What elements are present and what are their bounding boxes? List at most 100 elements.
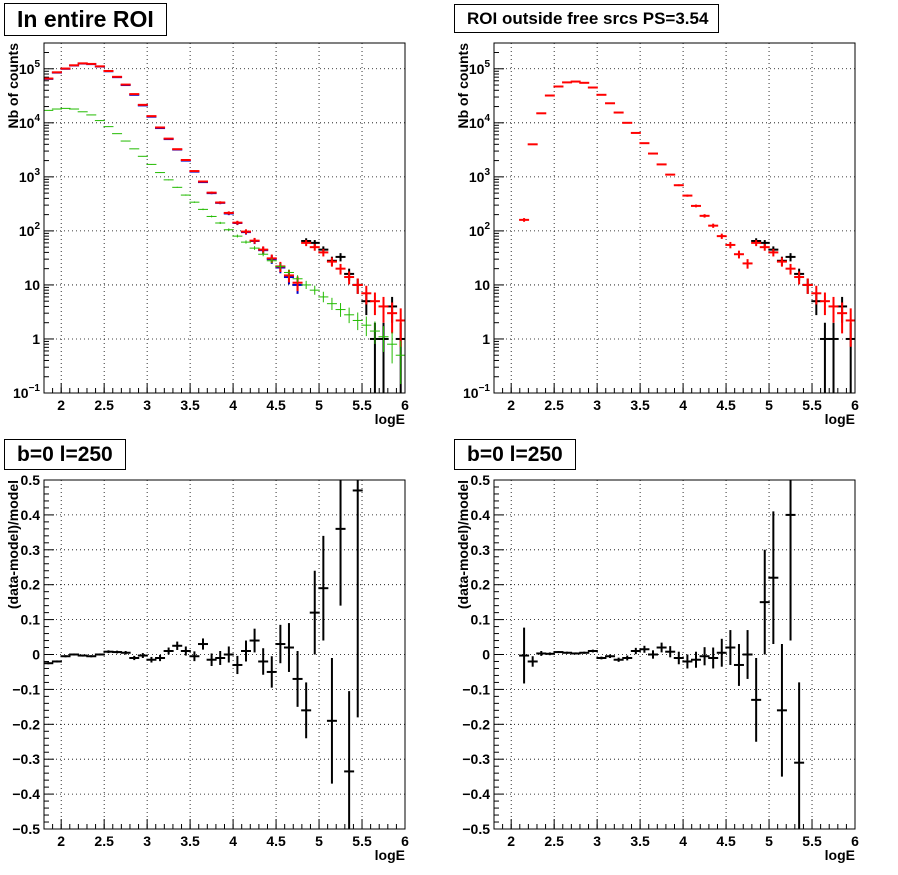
y-tick-label: −0.5	[12, 821, 40, 837]
y-tick-exponent: −1	[29, 383, 41, 394]
y-tick-label: 0.4	[21, 507, 41, 523]
data-layer	[44, 62, 405, 393]
y-tick-label: 10−1	[13, 383, 40, 401]
y-tick-exponent: 3	[34, 167, 40, 178]
x-tick-label: 2.5	[544, 397, 564, 413]
y-tick-label: 1	[32, 331, 40, 347]
plot-frame	[43, 42, 406, 394]
y-tick-exponent: 2	[34, 221, 40, 232]
y-tick-label: 0.1	[471, 612, 491, 628]
y-tick-label: 103	[469, 167, 491, 185]
plot-frame	[493, 479, 856, 830]
x-tick-label: 2.5	[544, 833, 564, 849]
y-tick-base: 10	[469, 115, 485, 131]
y-tick-label: 105	[19, 59, 41, 77]
y-tick-exponent: 5	[484, 59, 490, 70]
y-tick-label: 0	[482, 647, 490, 663]
y-tick-label: 0	[32, 647, 40, 663]
x-tick-label: 4.5	[266, 397, 286, 413]
x-tick-label: 2	[507, 833, 515, 849]
plot-title-bottom-left: b=0 l=250	[4, 439, 126, 470]
y-tick-label: 103	[19, 167, 41, 185]
y-tick-label: −0.1	[12, 681, 40, 697]
y-tick-label: 0.5	[21, 472, 41, 488]
y-tick-exponent: 3	[484, 167, 490, 178]
x-tick-label: 4	[229, 397, 237, 413]
y-tick-label: 10	[24, 277, 40, 293]
x-tick-label: 6	[401, 833, 409, 849]
y-tick-label: −0.4	[462, 786, 490, 802]
x-tick-label: 5.5	[352, 833, 372, 849]
x-tick-label: 5	[765, 397, 773, 413]
y-tick-label: −0.4	[12, 786, 40, 802]
y-axis-label: (data-model)/model	[5, 480, 21, 609]
y-tick-exponent: 4	[484, 113, 490, 124]
x-tick-label: 2	[507, 397, 515, 413]
x-tick-label: 2.5	[94, 397, 114, 413]
y-tick-label: 0.2	[21, 577, 41, 593]
x-tick-label: 2	[57, 833, 65, 849]
y-tick-exponent: 4	[34, 113, 40, 124]
x-tick-label: 6	[401, 397, 409, 413]
y-tick-base: 10	[19, 223, 35, 239]
x-axis-label: logE	[825, 411, 855, 427]
plot-panel: 2 2.5 3 3.5 4 4.5 5 5.5 6 −0.5 −0.4 −0.3 −0.2 −0.1 0 0.…	[455, 472, 859, 863]
x-tick-label: 4	[229, 833, 237, 849]
x-tick-label: 3	[143, 833, 151, 849]
x-tick-label: 6	[851, 397, 859, 413]
y-tick-label: 104	[19, 113, 41, 131]
plot-panel: 2 2.5 3 3.5 4 4.5 5 5.5 6 −0.5 −0.4 −0.3 −0.2 −0.1 0 0.…	[5, 472, 409, 863]
y-tick-base: 10	[469, 61, 485, 77]
x-axis-label: logE	[375, 847, 405, 863]
y-axis-label: Nb of counts	[455, 43, 471, 129]
y-axis-label: Nb of counts	[5, 43, 21, 129]
x-tick-label: 4.5	[716, 833, 736, 849]
y-tick-label: −0.3	[12, 751, 40, 767]
plot-frame	[493, 42, 856, 394]
x-tick-label: 5.5	[802, 833, 822, 849]
x-tick-label: 4	[679, 397, 687, 413]
x-axis-label: logE	[375, 411, 405, 427]
x-tick-label: 5	[765, 833, 773, 849]
y-tick-label: 0.1	[21, 612, 41, 628]
y-tick-exponent: 2	[484, 221, 490, 232]
y-tick-base: 10	[469, 169, 485, 185]
x-tick-label: 4	[679, 833, 687, 849]
x-tick-label: 3	[593, 397, 601, 413]
x-tick-label: 2.5	[94, 833, 114, 849]
y-tick-base: 10	[463, 385, 479, 401]
x-tick-label: 4.5	[716, 397, 736, 413]
y-tick-label: −0.1	[462, 681, 490, 697]
y-tick-label: 0.3	[471, 542, 491, 558]
x-tick-label: 4.5	[266, 833, 286, 849]
y-tick-label: 0.3	[21, 542, 41, 558]
plot-title-top-left: In entire ROI	[4, 3, 167, 36]
data-layer	[519, 80, 855, 393]
y-tick-base: 10	[469, 223, 485, 239]
data-layer	[519, 480, 805, 829]
plot-frame	[43, 479, 406, 830]
x-tick-label: 6	[851, 833, 859, 849]
x-tick-label: 3.5	[180, 833, 200, 849]
x-tick-label: 3.5	[630, 833, 650, 849]
y-tick-label: 10−1	[463, 383, 490, 401]
y-tick-label: −0.3	[462, 751, 490, 767]
y-tick-label: 102	[19, 221, 41, 239]
y-tick-label: 10	[474, 277, 490, 293]
y-tick-base: 10	[19, 115, 35, 131]
y-tick-exponent: 5	[34, 59, 40, 70]
y-tick-label: 0.2	[471, 577, 491, 593]
y-tick-base: 10	[19, 169, 35, 185]
y-axis-label: (data-model)/model	[455, 480, 471, 609]
x-tick-label: 2	[57, 397, 65, 413]
x-tick-label: 3	[593, 833, 601, 849]
x-tick-label: 3.5	[630, 397, 650, 413]
y-tick-base: 10	[13, 385, 29, 401]
plot-title-top-right: ROI outside free srcs PS=3.54	[454, 4, 720, 33]
x-tick-label: 5.5	[352, 397, 372, 413]
y-tick-label: 105	[469, 59, 491, 77]
x-tick-label: 5	[315, 397, 323, 413]
x-tick-label: 3	[143, 397, 151, 413]
x-tick-label: 5.5	[802, 397, 822, 413]
